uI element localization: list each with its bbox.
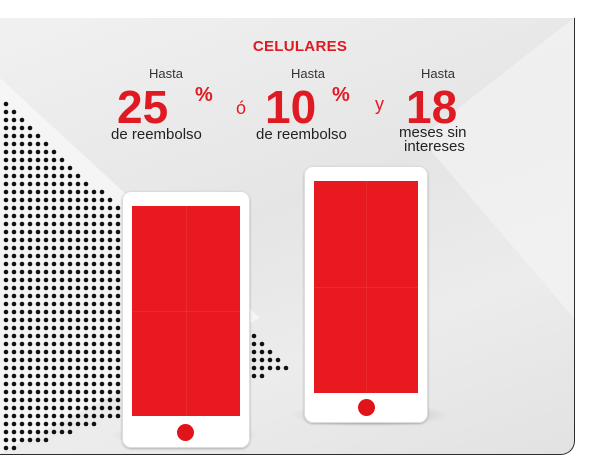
conjunction-and: y xyxy=(375,94,384,114)
offer-1-description: de reembolso xyxy=(111,126,202,143)
phone-right-screen xyxy=(314,181,418,393)
offer-2-prefix: Hasta xyxy=(291,66,325,81)
offer-1-suffix: % xyxy=(195,84,213,106)
offer-2-value: 10 xyxy=(265,81,317,133)
offer-2-suffix: % xyxy=(332,84,350,106)
offer-1-prefix: Hasta xyxy=(149,66,183,81)
conjunction-or: ó xyxy=(236,98,247,118)
promo-banner[interactable]: CELULARES Hasta 25 % de reembolso ó Hast… xyxy=(0,18,575,455)
offer-2-description: de reembolso xyxy=(256,126,347,143)
phone-left-screen xyxy=(132,206,240,416)
offer-3-value: 18 xyxy=(406,81,458,133)
offer-3-description-line1: meses sin xyxy=(399,124,467,141)
offer-1-value: 25 xyxy=(117,81,169,133)
phone-right-home-button xyxy=(358,399,375,416)
offer-3-description-line2: intereses xyxy=(404,138,465,155)
offer-3-prefix: Hasta xyxy=(421,66,455,81)
category-title: CELULARES xyxy=(252,38,348,55)
smartphone-icon xyxy=(122,191,250,448)
phone-left-home-button xyxy=(177,424,194,441)
smartphone-icon xyxy=(304,166,428,423)
